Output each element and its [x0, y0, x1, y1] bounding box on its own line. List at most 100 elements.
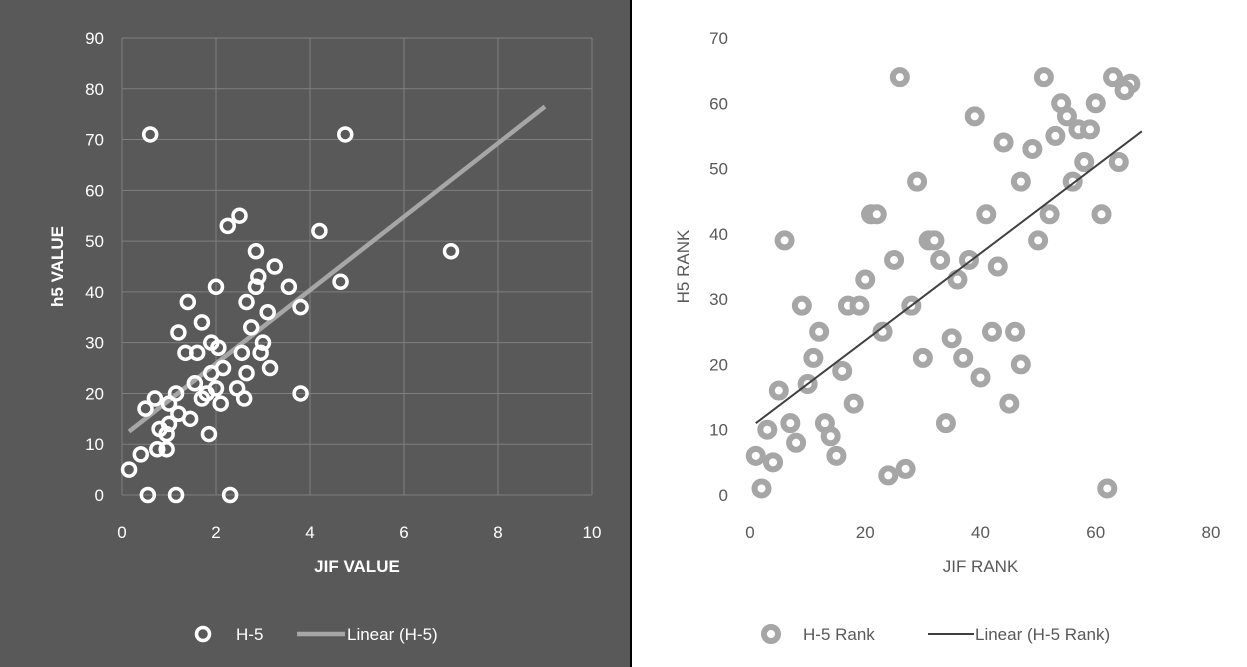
data-point — [1005, 321, 1026, 342]
right-chart-panel: 0 10 20 30 40 50 60 70 0 20 40 60 80 JIF RANK H5 RANK H… — [630, 0, 1247, 667]
data-point — [826, 445, 847, 466]
data-point — [137, 400, 154, 417]
data-point — [266, 258, 283, 275]
data-point — [907, 171, 928, 192]
data-point — [292, 298, 309, 316]
y-tick-label: 50 — [85, 232, 104, 251]
trendline — [127, 104, 547, 434]
data-point — [1033, 67, 1054, 88]
data-point — [221, 486, 239, 504]
data-point — [203, 364, 220, 382]
data-point — [809, 321, 830, 342]
data-point — [884, 249, 905, 270]
data-point — [210, 339, 227, 356]
y-axis-title: h5 VALUE — [48, 226, 67, 307]
data-point — [843, 393, 864, 414]
jif-vs-h5-value-scatter-chart: 0 10 20 30 40 50 60 70 80 90 0 2 4 6 8 10 JIF VALUE h5 VA… — [48, 29, 602, 644]
y-tick-label: 10 — [85, 435, 104, 454]
data-point — [1097, 478, 1118, 499]
y-tick-label: 30 — [709, 290, 728, 309]
y-tick-label: 70 — [85, 131, 104, 150]
x-tick-label: 40 — [971, 523, 990, 542]
x-tick-label: 8 — [493, 523, 502, 542]
data-point — [235, 390, 253, 407]
data-point — [999, 393, 1020, 414]
data-point — [442, 243, 460, 260]
legend-marker-h5-rank — [761, 624, 781, 644]
legend-label-linear: Linear (H-5 Rank) — [975, 625, 1110, 644]
data-point — [780, 413, 801, 434]
data-point — [247, 278, 265, 296]
y-tick-label: 20 — [709, 355, 728, 374]
data-point — [193, 314, 211, 331]
data-point — [1108, 152, 1129, 173]
y-tick-label: 0 — [95, 486, 104, 505]
data-point — [930, 249, 951, 270]
y-tick-label: 90 — [85, 29, 104, 48]
data-point — [252, 344, 269, 362]
y-tick-label: 20 — [85, 384, 104, 403]
data-point — [247, 243, 265, 260]
data-point — [207, 278, 225, 296]
data-point — [1010, 171, 1031, 192]
data-point — [158, 441, 175, 458]
data-point — [1079, 119, 1100, 140]
data-point — [751, 478, 772, 499]
legend-label-linear: Linear (H-5) — [347, 625, 438, 644]
x-tick-label: 2 — [211, 523, 220, 542]
data-point — [1039, 204, 1060, 225]
data-point — [141, 126, 159, 143]
data-point — [889, 67, 910, 88]
legend-label-h5: H-5 — [236, 625, 263, 644]
data-point — [332, 273, 349, 290]
data-point — [186, 375, 204, 392]
data-point — [146, 390, 164, 407]
data-point — [188, 344, 206, 362]
data-point — [219, 217, 236, 235]
data-point — [774, 230, 795, 251]
y-tick-label: 0 — [719, 486, 728, 505]
y-tick-label: 30 — [85, 334, 104, 353]
data-point — [1010, 354, 1031, 375]
data-point — [132, 446, 150, 463]
data-point — [212, 395, 229, 412]
data-point — [745, 445, 766, 466]
data-point — [337, 126, 354, 143]
data-point — [160, 395, 178, 412]
data-point — [250, 268, 267, 285]
x-tick-label: 0 — [745, 523, 754, 542]
y-tick-label: 60 — [85, 181, 104, 200]
jif-rank-vs-h5-rank-scatter-chart: 0 10 20 30 40 50 60 70 0 20 40 60 80 JIF RANK H5 RANK H… — [674, 29, 1220, 644]
data-point — [970, 367, 991, 388]
data-point — [947, 269, 968, 290]
data-point — [757, 419, 778, 440]
legend-label-h5-rank: H-5 Rank — [803, 625, 875, 644]
x-tick-label: 0 — [117, 523, 126, 542]
data-point — [280, 278, 298, 296]
x-axis-title: JIF VALUE — [314, 557, 400, 576]
data-point — [953, 347, 974, 368]
data-point — [292, 385, 309, 402]
y-tick-label: 40 — [709, 225, 728, 244]
y-tick-label: 70 — [709, 29, 728, 48]
data-point — [849, 295, 870, 316]
data-point — [832, 360, 853, 381]
data-point — [964, 106, 985, 127]
data-point — [181, 410, 199, 428]
data-point — [149, 441, 166, 458]
y-tick-label: 10 — [709, 421, 728, 440]
data-point — [1045, 125, 1066, 146]
data-point — [941, 328, 962, 349]
y-tick-label: 60 — [709, 94, 728, 113]
data-point — [120, 461, 138, 478]
x-tick-label: 10 — [583, 523, 602, 542]
x-tick-label: 20 — [856, 523, 875, 542]
data-point — [193, 390, 211, 407]
data-point — [1028, 230, 1049, 251]
data-point — [1103, 67, 1124, 88]
data-point — [803, 347, 824, 368]
left-chart-panel: 0 10 20 30 40 50 60 70 80 90 0 2 4 6 8 10 JIF VALUE h5 VA… — [0, 0, 630, 667]
data-point — [866, 204, 887, 225]
x-tick-label: 60 — [1086, 523, 1105, 542]
